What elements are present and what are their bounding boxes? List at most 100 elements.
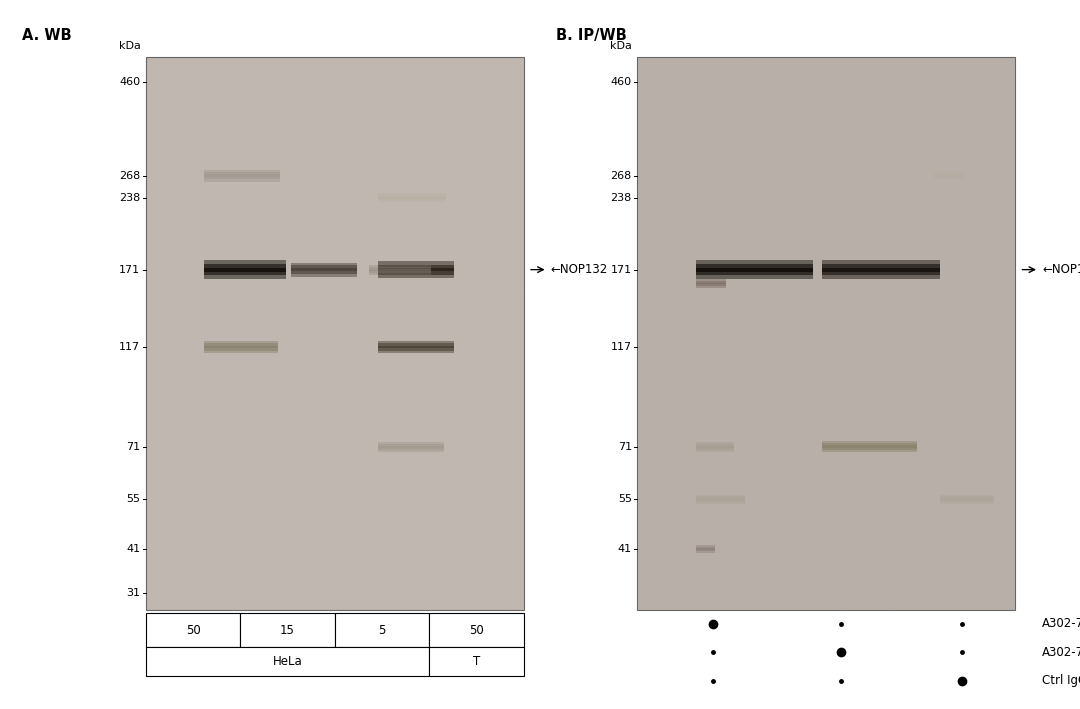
Bar — [696, 268, 813, 272]
Bar — [378, 274, 454, 278]
Text: kDa: kDa — [610, 41, 632, 51]
Bar — [378, 199, 446, 201]
Bar — [696, 548, 715, 549]
Bar — [378, 197, 446, 199]
Bar — [204, 179, 280, 182]
Bar — [696, 500, 745, 502]
Bar — [637, 57, 1015, 610]
Bar — [823, 264, 940, 268]
Text: HeLa: HeLa — [272, 655, 302, 669]
Text: 55: 55 — [126, 494, 140, 504]
Bar — [696, 496, 745, 498]
Bar — [292, 274, 357, 277]
Bar — [204, 268, 285, 272]
Bar — [940, 496, 995, 498]
Bar — [378, 442, 445, 444]
Bar — [429, 647, 524, 676]
Bar — [378, 450, 445, 452]
Bar — [369, 271, 431, 273]
Bar — [823, 447, 917, 450]
Bar — [823, 450, 917, 452]
Bar — [696, 549, 715, 551]
Text: 238: 238 — [119, 193, 140, 203]
Bar — [378, 346, 454, 348]
Bar — [696, 283, 726, 284]
Text: 71: 71 — [126, 442, 140, 452]
Bar — [292, 268, 357, 271]
Bar — [378, 445, 445, 447]
Bar — [696, 272, 813, 275]
Bar — [940, 502, 995, 503]
Bar — [940, 495, 995, 496]
Bar — [204, 351, 279, 353]
Bar — [378, 348, 454, 351]
Bar — [369, 273, 431, 274]
Text: ←NOP132: ←NOP132 — [1042, 263, 1080, 276]
Bar — [934, 178, 964, 179]
Bar — [204, 177, 280, 179]
Bar — [204, 341, 279, 343]
Bar — [696, 498, 745, 500]
Bar — [378, 262, 454, 264]
Bar — [378, 268, 454, 272]
Text: 117: 117 — [610, 342, 632, 352]
Bar — [378, 351, 454, 353]
Bar — [940, 498, 995, 500]
Text: 171: 171 — [610, 264, 632, 274]
Bar — [696, 495, 745, 496]
Bar — [335, 613, 429, 647]
Bar — [696, 445, 733, 447]
Bar — [429, 613, 524, 647]
Bar — [378, 272, 454, 274]
Bar — [934, 177, 964, 178]
Text: 50: 50 — [186, 624, 201, 637]
Bar — [146, 613, 241, 647]
Bar — [378, 195, 446, 197]
Bar — [378, 264, 454, 268]
Text: 41: 41 — [126, 544, 140, 554]
Text: T: T — [473, 655, 481, 669]
Bar — [696, 444, 733, 445]
Bar — [696, 260, 813, 264]
Bar — [696, 450, 733, 452]
Bar — [823, 260, 940, 264]
Bar — [823, 445, 917, 447]
Text: 71: 71 — [618, 442, 632, 452]
Bar — [146, 57, 524, 610]
Text: 268: 268 — [610, 171, 632, 181]
Bar — [204, 264, 285, 268]
Text: A302-723A: A302-723A — [1042, 646, 1080, 659]
Bar — [940, 500, 995, 502]
Text: 171: 171 — [119, 264, 140, 274]
Bar — [292, 271, 357, 274]
Bar — [378, 447, 445, 450]
Bar — [378, 194, 446, 195]
Bar — [696, 547, 715, 548]
Bar — [823, 272, 940, 275]
Bar — [241, 613, 335, 647]
Bar — [378, 201, 446, 202]
Bar — [696, 286, 726, 288]
Bar — [292, 265, 357, 268]
Bar — [204, 275, 285, 279]
Text: Ctrl IgG: Ctrl IgG — [1042, 674, 1080, 687]
Bar — [823, 275, 940, 279]
Text: A302-722A: A302-722A — [1042, 618, 1080, 630]
Bar — [378, 341, 454, 343]
Bar — [204, 272, 285, 275]
Bar — [378, 343, 454, 346]
Bar — [369, 267, 431, 269]
Text: 5: 5 — [378, 624, 386, 637]
Text: B. IP/WB: B. IP/WB — [556, 28, 627, 43]
Bar — [696, 502, 745, 503]
Bar — [696, 264, 813, 268]
Bar — [378, 444, 445, 445]
Text: 55: 55 — [618, 494, 632, 504]
Bar — [696, 545, 715, 547]
Text: 41: 41 — [618, 544, 632, 554]
Bar — [696, 284, 726, 286]
Text: 460: 460 — [119, 77, 140, 86]
Bar — [696, 447, 733, 450]
Bar — [696, 279, 726, 281]
Text: 460: 460 — [610, 77, 632, 86]
